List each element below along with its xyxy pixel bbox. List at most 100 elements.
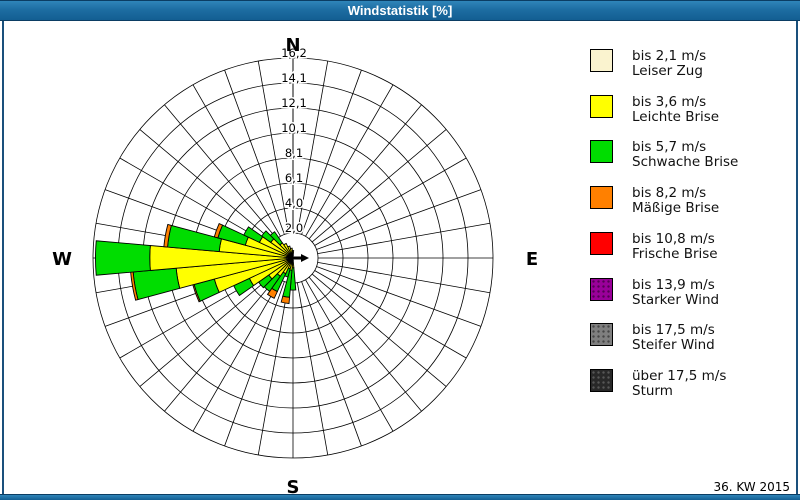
compass-label-north: N <box>285 35 300 56</box>
legend-label: bis 13,9 m/s Starker Wind <box>632 277 719 308</box>
window-title-bar: Windstatistik [%] <box>0 0 800 21</box>
grid-spoke <box>139 273 275 387</box>
wind-sector-segment <box>261 230 275 244</box>
legend-label: bis 5,7 m/s Schwache Brise <box>632 139 738 170</box>
radial-axis-labels: 2,0 4,0 6,1 8,1 10,1 12,1 14,1 16,2 <box>280 45 309 237</box>
grid-spoke <box>311 129 447 243</box>
legend-item: bis 8,2 m/s Mäßige Brise <box>590 185 719 216</box>
wind-sector-segment <box>269 231 284 246</box>
legend-color-swatch <box>590 232 613 255</box>
radial-axis-label: 10,1 <box>281 121 307 135</box>
radial-axis-label: 16,2 <box>281 46 307 60</box>
grid-spoke <box>257 282 290 456</box>
legend-item: bis 5,7 m/s Schwache Brise <box>590 139 738 170</box>
grid-spoke <box>316 266 482 327</box>
legend-speed-name: Schwache Brise <box>632 154 739 170</box>
radial-axis-label: 12,1 <box>281 96 307 110</box>
legend-item: bis 17,5 m/s Steifer Wind <box>590 322 715 353</box>
grid-spoke <box>311 273 447 387</box>
wind-sector-segment <box>266 287 278 299</box>
radial-axis-label: 8,1 <box>285 146 303 160</box>
wind-sector-segment <box>289 247 294 257</box>
grid-spoke <box>192 84 281 237</box>
legend-item: bis 3,6 m/s Leichte Brise <box>590 94 719 125</box>
legend-color-swatch <box>590 95 613 118</box>
legend-speed-range: bis 2,1 m/s <box>632 48 707 64</box>
window-bottom-bar <box>0 494 800 500</box>
radial-axis-label: 14,1 <box>281 71 307 85</box>
grid-spoke <box>314 270 467 359</box>
grid-spoke <box>296 282 329 456</box>
wind-sector-segment <box>132 267 181 301</box>
compass-label-east: E <box>526 249 538 270</box>
legend-speed-name: Mäßige Brise <box>632 200 720 216</box>
legend-color-swatch <box>590 369 613 392</box>
arrow-head <box>301 254 309 262</box>
grid-spoke <box>192 279 281 432</box>
legend-speed-range: bis 5,7 m/s <box>632 139 707 155</box>
calendar-week-note: 36. KW 2015 <box>713 480 790 494</box>
chart-frame <box>2 21 798 495</box>
grid-spoke <box>139 129 275 243</box>
legend-label: bis 3,6 m/s Leichte Brise <box>632 94 719 125</box>
legend-speed-range: bis 17,5 m/s <box>632 322 715 338</box>
grid-spoke <box>301 281 362 447</box>
radial-axis-label: 2,0 <box>285 221 303 235</box>
compass-labels: N E S W <box>52 35 538 498</box>
wind-rose-sectors <box>95 222 297 304</box>
window-title: Windstatistik [%] <box>347 3 453 18</box>
legend-item: über 17,5 m/s Sturm <box>590 368 726 399</box>
grid-spoke <box>316 189 482 250</box>
grid-spoke <box>308 276 422 412</box>
wind-sector-segment <box>280 295 291 304</box>
legend-item: bis 13,9 m/s Starker Wind <box>590 277 719 308</box>
legend-speed-range: bis 10,8 m/s <box>632 231 715 247</box>
compass-label-south: S <box>287 477 300 498</box>
legend-label: bis 10,8 m/s Frische Brise <box>632 231 718 262</box>
legend-color-swatch <box>590 278 613 301</box>
legend-speed-name: Leichte Brise <box>632 109 720 125</box>
radial-axis-label: 4,0 <box>285 196 303 210</box>
grid-spoke <box>317 261 491 294</box>
wind-sector-segment <box>95 240 151 276</box>
legend-speed-name: Frische Brise <box>632 246 718 262</box>
grid-spoke <box>301 69 362 235</box>
legend-speed-range: bis 3,6 m/s <box>632 94 707 110</box>
legend-color-swatch <box>590 323 613 346</box>
grid-spoke <box>164 104 278 240</box>
grid-spoke <box>305 279 394 432</box>
radial-axis-label: 6,1 <box>285 171 303 185</box>
compass-label-west: W <box>52 249 72 270</box>
grid-spoke <box>224 281 285 447</box>
legend-speed-name: Leiser Zug <box>632 63 703 79</box>
grid-spoke <box>308 104 422 240</box>
legend-speed-name: Steifer Wind <box>632 337 715 353</box>
legend-label: über 17,5 m/s Sturm <box>632 368 726 399</box>
grid-spoke <box>314 157 467 246</box>
wind-sector-segment <box>243 226 264 243</box>
grid-spoke <box>317 222 491 255</box>
legend-color-swatch <box>590 186 613 209</box>
legend-item: bis 2,1 m/s Leiser Zug <box>590 48 706 79</box>
legend-color-swatch <box>590 49 613 72</box>
grid-spoke <box>296 60 329 234</box>
grid-spoke <box>164 276 278 412</box>
center-wind-direction-arrow <box>288 254 309 262</box>
wind-sector-segment <box>213 222 224 239</box>
legend-speed-range: bis 8,2 m/s <box>632 185 707 201</box>
legend-speed-range: über 17,5 m/s <box>632 368 727 384</box>
legend-item: bis 10,8 m/s Frische Brise <box>590 231 718 262</box>
legend-label: bis 8,2 m/s Mäßige Brise <box>632 185 719 216</box>
legend-speed-name: Sturm <box>632 383 673 399</box>
grid-spoke <box>224 69 285 235</box>
legend-color-swatch <box>590 140 613 163</box>
grid-spoke <box>257 60 290 234</box>
legend-label: bis 17,5 m/s Steifer Wind <box>632 322 715 353</box>
legend-speed-range: bis 13,9 m/s <box>632 277 715 293</box>
legend-speed-name: Starker Wind <box>632 292 720 308</box>
legend-label: bis 2,1 m/s Leiser Zug <box>632 48 706 79</box>
grid-spoke <box>305 84 394 237</box>
wind-sector-segment <box>163 223 172 248</box>
